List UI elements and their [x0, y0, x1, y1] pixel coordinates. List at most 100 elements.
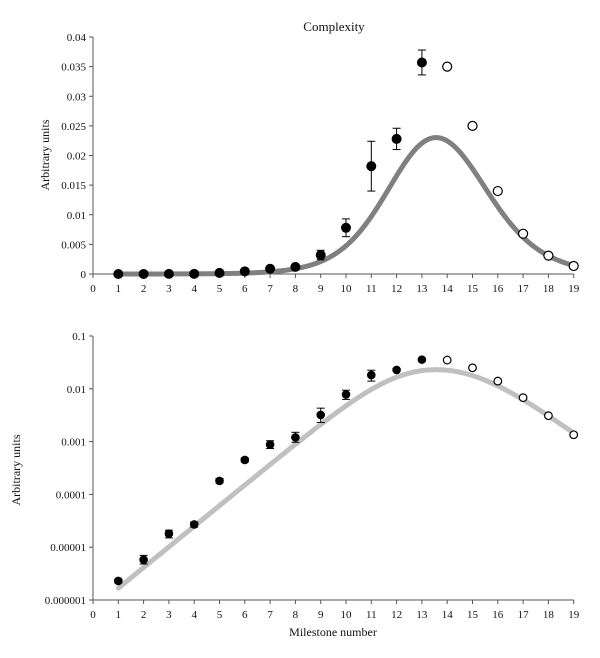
observed-point: [265, 440, 275, 449]
observed-point: [316, 410, 326, 420]
x-tick-label: 11: [366, 283, 377, 295]
y-tick-label: 0.0001: [56, 489, 86, 501]
y-tick-label: 0.02: [67, 151, 86, 163]
y-tick-label: 0.005: [61, 239, 86, 251]
projected-point: [468, 363, 477, 373]
x-tick-label: 7: [267, 283, 273, 295]
x-tick-label: 1: [116, 283, 122, 295]
observed-point: [391, 133, 402, 144]
x-tick-label: 17: [518, 609, 530, 621]
observed-point: [417, 355, 427, 364]
x-tick-label: 10: [341, 283, 353, 295]
projected-point: [493, 376, 503, 386]
observed-point: [239, 266, 250, 277]
observed-point: [392, 365, 401, 375]
x-tick-label: 16: [492, 609, 504, 621]
x-tick-label: 9: [318, 609, 324, 621]
projected-point: [517, 228, 529, 239]
x-tick-label: 1: [116, 609, 122, 621]
y-tick-label: 0.015: [61, 180, 86, 192]
x-tick-label: 0: [90, 283, 96, 295]
fit-curve-path: [115, 367, 577, 591]
projected-point: [569, 430, 579, 440]
observed-point: [240, 455, 250, 465]
projected-point: [442, 61, 453, 72]
projected-point: [442, 355, 452, 365]
y-tick-label: 0.01: [67, 210, 86, 222]
y-tick-label: 0.000001: [45, 595, 86, 607]
observed-point: [367, 370, 376, 380]
observed-point: [138, 268, 149, 279]
y-tick-label: 0: [81, 269, 87, 281]
y-axis-label: Arbitrary units: [9, 434, 23, 505]
fit-curve: [115, 367, 577, 591]
x-tick-label: 2: [141, 609, 147, 621]
x-tick-label: 12: [391, 609, 402, 621]
y-tick-label: 0.04: [67, 32, 87, 44]
linear-chart: Complexity Arbitrary units 0 0.005 0.01 0.0…: [38, 19, 580, 295]
x-tick-label: 3: [166, 283, 172, 295]
observed-point: [189, 520, 199, 529]
x-tick-label: 17: [518, 283, 530, 295]
observed-point: [164, 529, 174, 539]
observed-point: [341, 390, 351, 399]
y-tick-label: 0.025: [61, 121, 86, 133]
projected-point: [543, 250, 554, 261]
x-tick-label: 16: [492, 283, 504, 295]
y-tick-label: 0.035: [61, 62, 86, 74]
x-tick-label: 18: [543, 609, 555, 621]
y-tick-label: 0.001: [61, 437, 86, 449]
observed-point: [215, 476, 224, 486]
x-tick-label: 0: [90, 609, 96, 621]
x-tick-label: 18: [543, 283, 555, 295]
projected-point: [518, 393, 528, 403]
x-tick-label: 4: [191, 283, 197, 295]
y-tick-label: 0.00001: [50, 542, 86, 554]
projected-point: [544, 411, 553, 421]
data-points: [113, 49, 579, 279]
observed-point: [341, 222, 351, 233]
observed-point: [163, 268, 174, 279]
x-tick-label: 5: [217, 609, 223, 621]
x-tick-label: 15: [467, 283, 479, 295]
x-tick-label: 19: [568, 609, 580, 621]
observed-point: [113, 268, 124, 279]
observed-point: [139, 555, 148, 564]
x-tick-label: 15: [467, 609, 479, 621]
x-tick-label: 9: [318, 283, 324, 295]
y-tick-label: 0.01: [67, 384, 86, 396]
x-tick-label: 13: [416, 283, 428, 295]
projected-point: [568, 260, 579, 272]
y-axis-label: Arbitrary units: [38, 119, 52, 190]
chart-title: Complexity: [303, 19, 365, 34]
projected-point: [492, 185, 503, 197]
x-tick-label: 8: [293, 609, 299, 621]
x-tick-label: 6: [242, 609, 248, 621]
x-tick-label: 11: [366, 609, 377, 621]
x-tick-label: 14: [442, 283, 454, 295]
x-tick-label: 5: [217, 283, 223, 295]
y-tick-label: 0.03: [67, 91, 87, 103]
x-tick-label: 10: [341, 609, 353, 621]
fit-curve-path: [115, 135, 577, 277]
observed-point: [315, 250, 326, 261]
x-tick-label: 2: [141, 283, 147, 295]
x-tick-label: 7: [267, 609, 273, 621]
axes: 0 0.005 0.01 0.015 0.02 0.025 0.03 0.035 0.04 0 1 2…: [61, 32, 579, 295]
log-chart: Arbitrary units Milestone number 0.1 0.01…: [9, 331, 580, 639]
y-tick-label: 0.1: [72, 331, 86, 343]
x-tick-label: 6: [242, 283, 248, 295]
observed-point: [114, 576, 123, 586]
x-tick-label: 4: [191, 609, 197, 621]
observed-point: [366, 161, 377, 172]
fit-curve: [115, 135, 577, 277]
observed-point: [416, 57, 427, 68]
projected-point: [467, 120, 478, 131]
observed-point: [214, 267, 225, 278]
x-tick-label: 13: [416, 609, 428, 621]
data-points: [114, 355, 579, 586]
x-tick-label: 14: [442, 609, 454, 621]
